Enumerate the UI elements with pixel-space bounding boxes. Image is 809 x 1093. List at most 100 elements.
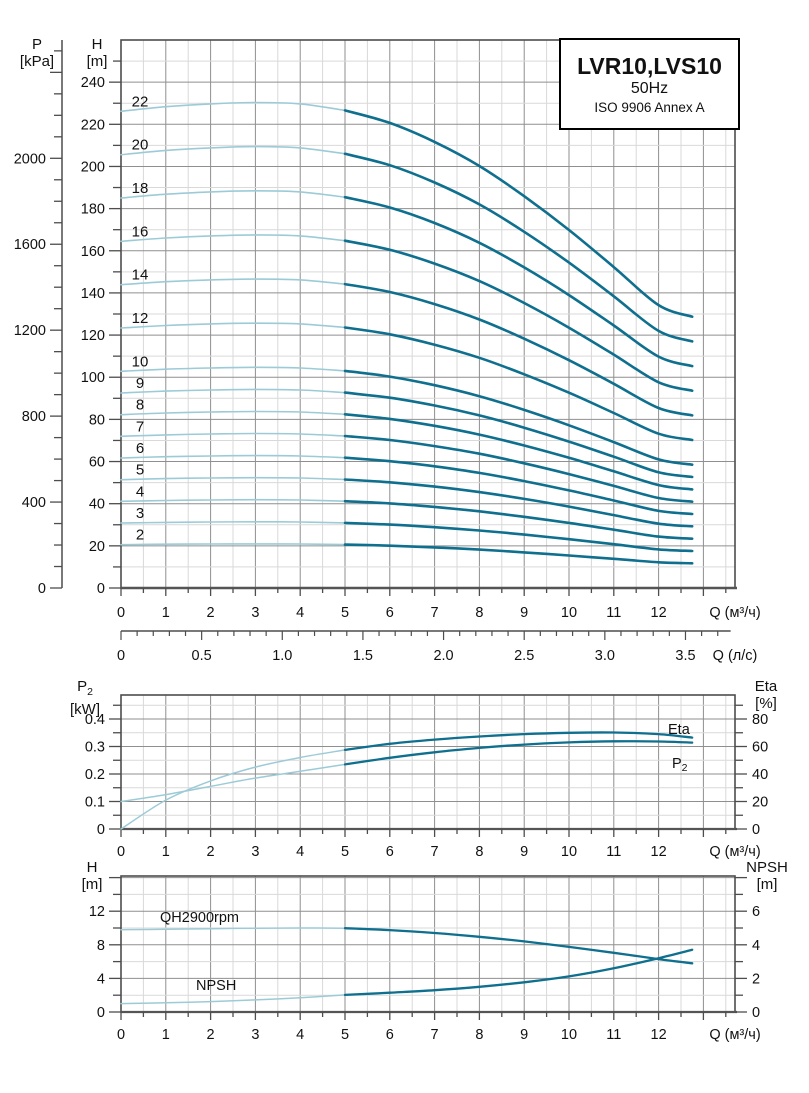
h-tick-label: 40 xyxy=(89,497,105,513)
p-axis-name: P xyxy=(31,36,42,53)
curve-label-p2-sub: 2 xyxy=(682,762,688,774)
eta-tick-label: 80 xyxy=(752,712,768,728)
x-tick-label: 6 xyxy=(386,1027,394,1043)
x-tick-label: 9 xyxy=(520,605,528,621)
lps-tick-label: 0.5 xyxy=(192,648,212,664)
curve-stage-5 xyxy=(343,478,694,528)
main-x-axis: 0 1 2 3 4 5 6 7 8 9 10 11 12 Q (м³/ч) xyxy=(117,588,761,621)
curve-stage-18 xyxy=(343,195,694,368)
h-tick-label: 140 xyxy=(81,286,105,302)
h-tick-label: 200 xyxy=(81,159,105,175)
x-tick-label: 2 xyxy=(207,1027,215,1043)
x-tick-label: 7 xyxy=(431,605,439,621)
p2-axis-header: P2 [kW] xyxy=(60,678,110,718)
h-tick-label: 180 xyxy=(81,202,105,218)
x-axis-unit-label: Q (м³/ч) xyxy=(709,844,760,860)
stage-label-4: 4 xyxy=(136,483,144,500)
middle-grid xyxy=(121,695,735,829)
npsh-tick-label: 6 xyxy=(752,904,760,920)
h-tick-label: 160 xyxy=(81,244,105,260)
bottom-h-axis-name: H xyxy=(86,859,98,876)
p2-tick-label: 0.2 xyxy=(85,767,105,783)
curve-qh2900 xyxy=(343,927,694,965)
lps-tick-label: 2.0 xyxy=(433,648,453,664)
lps-tick-label: 0 xyxy=(117,648,125,664)
stage-label-20: 20 xyxy=(132,137,149,154)
curve-stage-6 xyxy=(343,456,694,516)
x-tick-label: 4 xyxy=(296,1027,304,1043)
x-tick-label: 12 xyxy=(651,605,667,621)
main-p-axis-header: P [kPa] xyxy=(16,36,58,70)
stage-label-22: 22 xyxy=(132,93,149,110)
x-tick-label: 11 xyxy=(606,1027,621,1043)
middle-curves: Eta P2 xyxy=(120,722,694,830)
curve-stage-2-light xyxy=(120,543,346,546)
lps-tick-label: 1.5 xyxy=(353,648,373,664)
bottom-curves: QH2900rpm NPSH xyxy=(120,910,694,1005)
npsh-axis-name: NPSH xyxy=(746,859,788,876)
main-chart: 0204060801001201401601802002202400400800… xyxy=(14,39,761,664)
curve-stage-12-light xyxy=(120,322,346,329)
h-axis-unit: [m] xyxy=(86,53,108,70)
h-tick-label: 4 xyxy=(97,971,105,987)
p-tick-label: 0 xyxy=(38,581,46,597)
x-tick-label: 6 xyxy=(386,844,394,860)
curve-stage-8 xyxy=(343,413,694,491)
p2-tick-label: 0 xyxy=(97,822,105,838)
curve-qh2900-light xyxy=(120,927,346,931)
x-tick-label: 10 xyxy=(561,605,577,621)
curve-p2 xyxy=(343,740,694,766)
eta-tick-label: 40 xyxy=(752,767,768,783)
stage-label-5: 5 xyxy=(136,462,144,479)
x-tick-label: 4 xyxy=(296,605,304,621)
main-h-axis: 0 20 40 60 80 100 120 140 160 180 200 220 240 xyxy=(81,60,121,597)
title-standard: ISO 9906 Annex A xyxy=(594,99,705,115)
x-tick-label: 3 xyxy=(251,605,259,621)
lps-tick-label: 2.5 xyxy=(514,648,534,664)
curve-npsh xyxy=(343,948,694,997)
curve-stage-2 xyxy=(343,543,694,565)
curve-stage-16-light xyxy=(120,234,346,243)
stage-label-12: 12 xyxy=(132,310,149,327)
lps-tick-label: 1.0 xyxy=(272,648,292,664)
x-tick-label: 1 xyxy=(162,844,170,860)
x-tick-label: 8 xyxy=(475,844,483,860)
curve-npsh-light xyxy=(120,994,346,1005)
x-tick-label: 5 xyxy=(341,844,349,860)
p2-axis-name: P2 xyxy=(60,678,110,701)
curve-stage-14 xyxy=(343,282,694,417)
h-tick-label: 0 xyxy=(97,1005,105,1021)
x-tick-label: 8 xyxy=(475,1027,483,1043)
x-tick-label: 11 xyxy=(606,844,621,860)
stage-label-6: 6 xyxy=(136,440,144,457)
bottom-h-axis-header: H [m] xyxy=(71,859,113,893)
x-tick-label: 1 xyxy=(162,605,170,621)
p-tick-label: 2000 xyxy=(14,151,46,167)
p-axis-unit: [kPa] xyxy=(19,53,55,70)
curve-stage-9 xyxy=(343,391,694,479)
h-tick-label: 240 xyxy=(81,75,105,91)
x-tick-label: 2 xyxy=(207,844,215,860)
curve-stage-7 xyxy=(343,434,694,503)
x-axis-unit-label: Q (м³/ч) xyxy=(709,605,760,621)
curve-stage-4-light xyxy=(120,498,346,503)
h-axis-name: H xyxy=(91,36,103,53)
x-tick-label: 9 xyxy=(520,844,528,860)
curve-stage-8-light xyxy=(120,410,346,416)
stage-label-2: 2 xyxy=(136,527,144,544)
curve-stage-20 xyxy=(343,152,694,343)
curve-stage-12 xyxy=(343,326,694,442)
x-tick-label: 1 xyxy=(162,1027,170,1043)
p2-axis-unit: [kW] xyxy=(70,701,100,718)
curve-label-qh2900: QH2900rpm xyxy=(160,910,239,926)
curve-eta xyxy=(343,731,694,752)
stage-label-16: 16 xyxy=(132,223,149,240)
curve-stage-22 xyxy=(343,109,694,318)
npsh-axis-unit: [m] xyxy=(756,876,778,893)
curve-stage-10-light xyxy=(120,366,346,373)
stage-label-7: 7 xyxy=(136,418,144,435)
h-tick-label: 80 xyxy=(89,412,105,428)
curve-stage-3 xyxy=(343,521,694,553)
